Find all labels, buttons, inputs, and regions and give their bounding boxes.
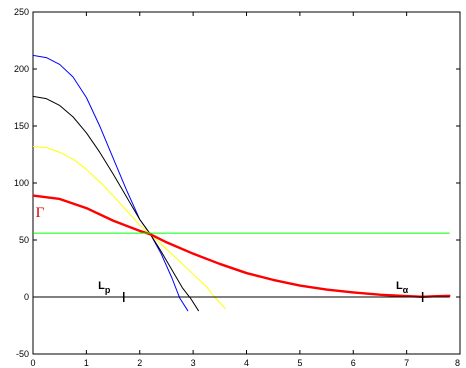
x-tick-label: 3 [191, 358, 196, 368]
y-tick-label: 50 [19, 235, 29, 245]
annotation-label-1: Γ [36, 205, 45, 221]
marker-layer [122, 292, 424, 302]
series-line-3 [33, 146, 226, 309]
y-tick-label: -50 [16, 349, 29, 359]
x-axis: 0 1 2 3 4 5 6 7 8 [30, 12, 461, 368]
x-tick-label: 5 [297, 358, 302, 368]
y-tick-label: 150 [14, 121, 29, 131]
series-line-2 [33, 95, 199, 312]
x-tick-label: 6 [351, 358, 356, 368]
plot-area [32, 11, 461, 355]
x-tick-label: 2 [137, 358, 142, 368]
x-tick-label: 0 [30, 358, 35, 368]
y-tick-label: 200 [14, 64, 29, 74]
annotation-label-2: Lp [98, 280, 111, 295]
x-tick-label: 4 [244, 358, 249, 368]
series-line-4 [33, 194, 451, 298]
x-tick-label: 8 [455, 358, 460, 368]
y-axis: -50 0 50 100 150 200 250 [14, 7, 460, 359]
series-layer [33, 54, 451, 312]
y-tick-label: 100 [14, 178, 29, 188]
y-tick-label: 250 [14, 7, 29, 17]
x-tick-label: 1 [84, 358, 89, 368]
y-tick-label: 0 [24, 292, 29, 302]
x-tick-label: 7 [404, 358, 409, 368]
annotation-layer: Γ Lp Lα [36, 205, 409, 295]
annotation-label-3: Lα [396, 280, 409, 295]
series-line-1 [33, 54, 189, 312]
